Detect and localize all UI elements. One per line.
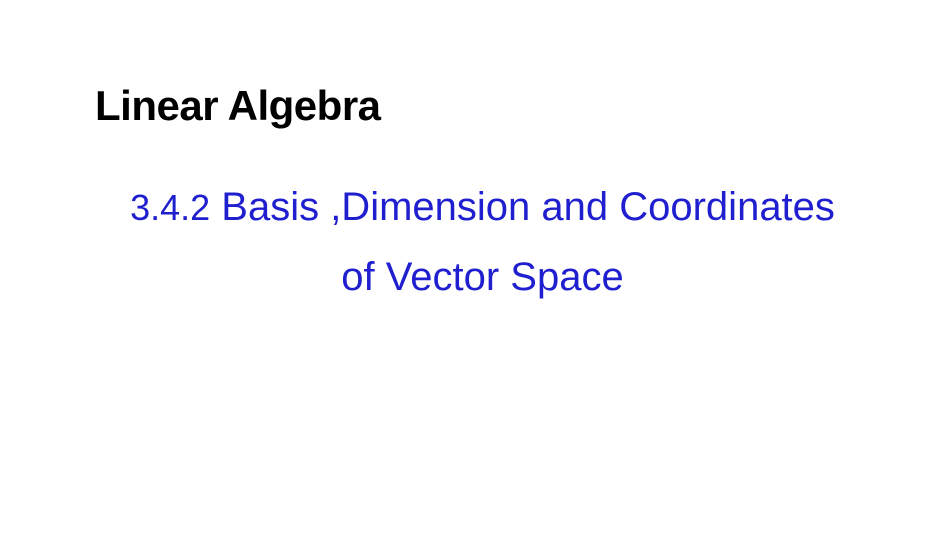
section-title-line1: Basis ,Dimension and Coordinates <box>221 185 835 229</box>
section-heading: 3.4.2 Basis ,Dimension and Coordinates o… <box>25 172 940 312</box>
slide-title: Linear Algebra <box>95 82 381 130</box>
section-number: 3.4.2 <box>130 187 210 228</box>
section-title-line2: of Vector Space <box>341 255 623 299</box>
